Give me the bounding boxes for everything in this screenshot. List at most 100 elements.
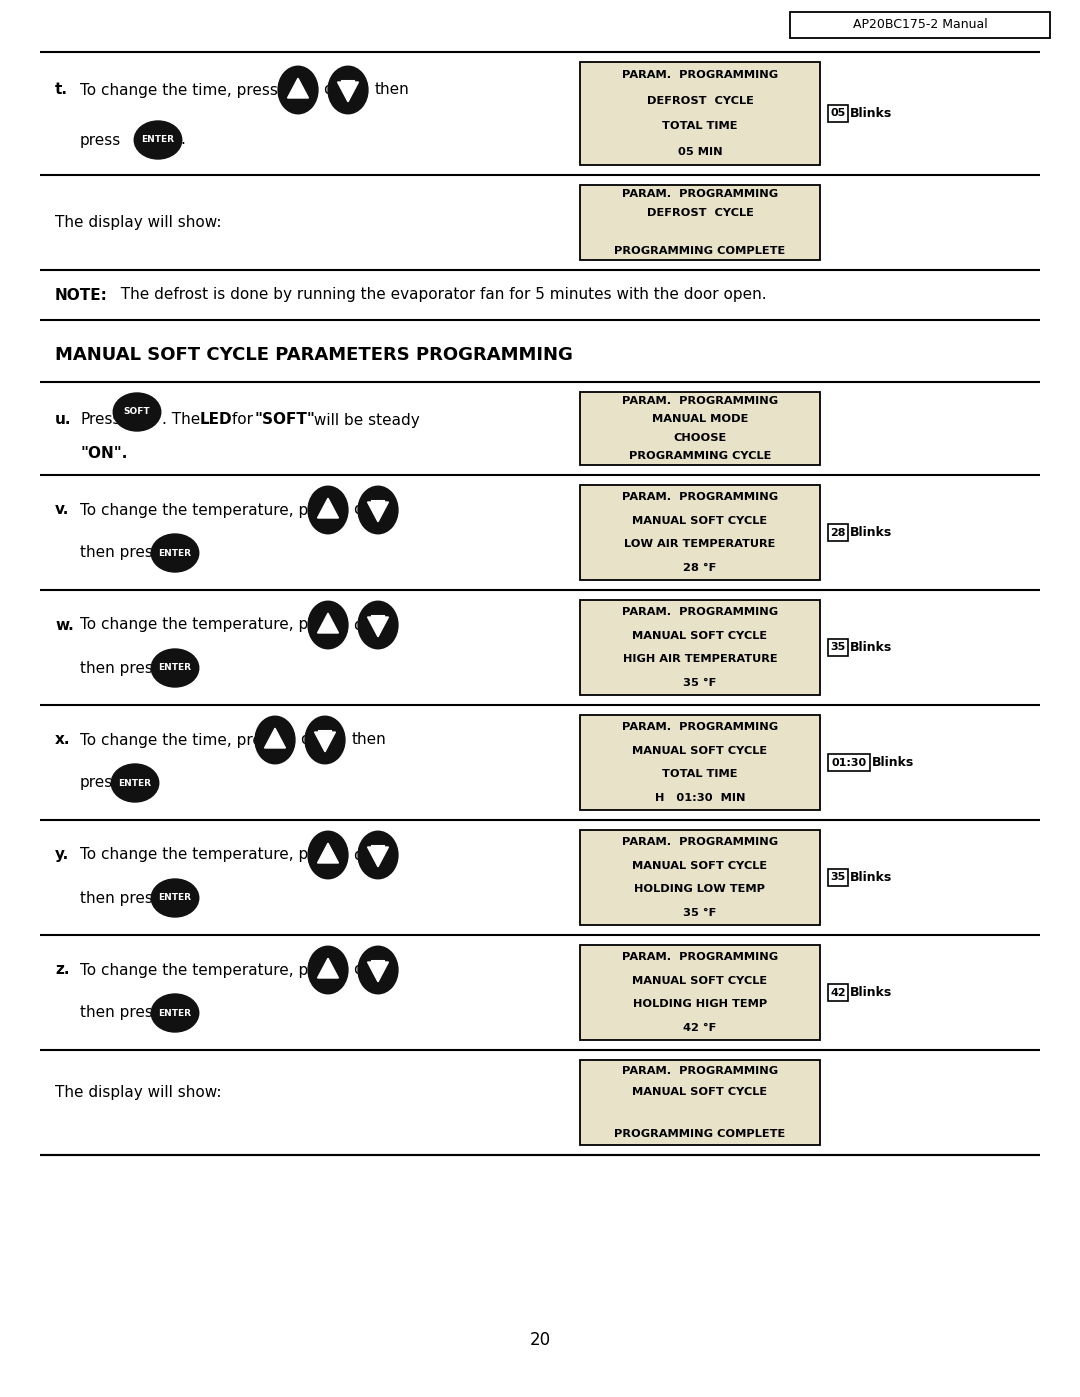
Bar bbox=[789, 13, 1050, 38]
Text: ENTER: ENTER bbox=[119, 778, 151, 788]
Text: then press: then press bbox=[80, 545, 161, 560]
Bar bbox=[828, 638, 848, 657]
Text: To change the time, press: To change the time, press bbox=[80, 82, 278, 98]
Text: To change the temperature, press: To change the temperature, press bbox=[80, 963, 340, 978]
Text: PARAM.  PROGRAMMING: PARAM. PROGRAMMING bbox=[622, 951, 778, 963]
Polygon shape bbox=[265, 728, 285, 747]
Text: MANUAL SOFT CYCLE: MANUAL SOFT CYCLE bbox=[633, 630, 768, 641]
Text: ENTER: ENTER bbox=[159, 549, 191, 557]
Text: PARAM.  PROGRAMMING: PARAM. PROGRAMMING bbox=[622, 1066, 778, 1076]
Text: or: or bbox=[353, 617, 368, 633]
Polygon shape bbox=[318, 958, 338, 978]
Bar bbox=[580, 61, 820, 165]
Ellipse shape bbox=[278, 66, 318, 113]
Text: .: . bbox=[193, 890, 198, 905]
Bar bbox=[580, 830, 820, 925]
Text: .: . bbox=[193, 1006, 198, 1020]
Text: PROGRAMMING CYCLE: PROGRAMMING CYCLE bbox=[629, 451, 771, 461]
Ellipse shape bbox=[151, 650, 199, 687]
Bar bbox=[580, 715, 820, 810]
Text: .: . bbox=[193, 661, 198, 676]
Text: PARAM.  PROGRAMMING: PARAM. PROGRAMMING bbox=[622, 837, 778, 847]
Text: Blinks: Blinks bbox=[850, 527, 892, 539]
Text: for: for bbox=[227, 412, 258, 427]
Text: To change the temperature, press: To change the temperature, press bbox=[80, 848, 340, 862]
Text: x.: x. bbox=[55, 732, 70, 747]
Ellipse shape bbox=[359, 946, 397, 993]
Ellipse shape bbox=[151, 879, 199, 916]
Text: ENTER: ENTER bbox=[141, 136, 175, 144]
Text: Blinks: Blinks bbox=[850, 870, 892, 884]
Text: PROGRAMMING COMPLETE: PROGRAMMING COMPLETE bbox=[615, 246, 785, 256]
Text: AP20BC175-2 Manual: AP20BC175-2 Manual bbox=[852, 18, 987, 32]
Ellipse shape bbox=[113, 393, 161, 432]
Text: TOTAL TIME: TOTAL TIME bbox=[662, 770, 738, 780]
Text: 05 MIN: 05 MIN bbox=[677, 147, 723, 156]
Text: press: press bbox=[80, 133, 121, 148]
Ellipse shape bbox=[305, 717, 345, 764]
Text: ENTER: ENTER bbox=[159, 664, 191, 672]
Text: LED: LED bbox=[200, 412, 232, 427]
Ellipse shape bbox=[134, 122, 181, 159]
Text: then press: then press bbox=[80, 890, 161, 905]
Polygon shape bbox=[318, 844, 338, 863]
Text: will be steady: will be steady bbox=[309, 412, 420, 427]
Polygon shape bbox=[318, 613, 338, 633]
Text: 20: 20 bbox=[529, 1331, 551, 1350]
Text: MANUAL SOFT CYCLE: MANUAL SOFT CYCLE bbox=[633, 515, 768, 525]
Text: The display will show:: The display will show: bbox=[55, 1085, 221, 1099]
Text: SOFT: SOFT bbox=[124, 408, 150, 416]
Text: 42 °F: 42 °F bbox=[684, 1023, 717, 1034]
Ellipse shape bbox=[328, 66, 368, 113]
Text: 28: 28 bbox=[831, 528, 846, 538]
Text: HIGH AIR TEMPERATURE: HIGH AIR TEMPERATURE bbox=[623, 654, 778, 665]
Text: PARAM.  PROGRAMMING: PARAM. PROGRAMMING bbox=[622, 397, 778, 407]
Text: or: or bbox=[353, 963, 368, 978]
Text: or: or bbox=[300, 732, 315, 747]
Bar bbox=[580, 944, 820, 1039]
Text: PARAM.  PROGRAMMING: PARAM. PROGRAMMING bbox=[622, 606, 778, 617]
Text: The display will show:: The display will show: bbox=[55, 215, 221, 231]
Text: u.: u. bbox=[55, 412, 71, 427]
Text: z.: z. bbox=[55, 963, 69, 978]
Ellipse shape bbox=[255, 717, 295, 764]
Text: MANUAL SOFT CYCLE: MANUAL SOFT CYCLE bbox=[633, 975, 768, 986]
Text: MANUAL SOFT CYCLE: MANUAL SOFT CYCLE bbox=[633, 1087, 768, 1097]
Text: To change the time, press: To change the time, press bbox=[80, 732, 278, 747]
Text: TOTAL TIME: TOTAL TIME bbox=[662, 122, 738, 131]
Ellipse shape bbox=[359, 831, 397, 879]
Text: DEFROST  CYCLE: DEFROST CYCLE bbox=[647, 95, 754, 106]
Text: or: or bbox=[353, 848, 368, 862]
Polygon shape bbox=[367, 617, 389, 637]
Bar bbox=[828, 754, 870, 771]
Text: or: or bbox=[323, 82, 339, 98]
Ellipse shape bbox=[151, 995, 199, 1032]
Text: MANUAL SOFT CYCLE: MANUAL SOFT CYCLE bbox=[633, 861, 768, 870]
Text: DEFROST  CYCLE: DEFROST CYCLE bbox=[647, 208, 754, 218]
Polygon shape bbox=[287, 78, 309, 98]
Text: To change the temperature, press: To change the temperature, press bbox=[80, 503, 340, 517]
Text: 28 °F: 28 °F bbox=[684, 563, 717, 573]
Text: MANUAL MODE: MANUAL MODE bbox=[652, 415, 748, 425]
Ellipse shape bbox=[308, 946, 348, 993]
Bar bbox=[580, 485, 820, 580]
Text: The defrost is done by running the evaporator fan for 5 minutes with the door op: The defrost is done by running the evapo… bbox=[111, 288, 767, 303]
Text: PARAM.  PROGRAMMING: PARAM. PROGRAMMING bbox=[622, 492, 778, 502]
Text: then press: then press bbox=[80, 1006, 161, 1020]
Text: . The: . The bbox=[162, 412, 205, 427]
Bar bbox=[580, 599, 820, 694]
Text: ENTER: ENTER bbox=[159, 1009, 191, 1017]
Bar bbox=[580, 184, 820, 260]
Polygon shape bbox=[367, 963, 389, 982]
Text: PROGRAMMING COMPLETE: PROGRAMMING COMPLETE bbox=[615, 1129, 785, 1140]
Text: .: . bbox=[153, 775, 158, 791]
Text: MANUAL SOFT CYCLE PARAMETERS PROGRAMMING: MANUAL SOFT CYCLE PARAMETERS PROGRAMMING bbox=[55, 346, 572, 365]
Polygon shape bbox=[367, 847, 389, 866]
Text: or: or bbox=[353, 503, 368, 517]
Text: HOLDING HIGH TEMP: HOLDING HIGH TEMP bbox=[633, 999, 767, 1010]
Polygon shape bbox=[367, 502, 389, 522]
Ellipse shape bbox=[308, 486, 348, 534]
Ellipse shape bbox=[151, 534, 199, 571]
Text: then press: then press bbox=[80, 661, 161, 676]
Ellipse shape bbox=[359, 601, 397, 648]
